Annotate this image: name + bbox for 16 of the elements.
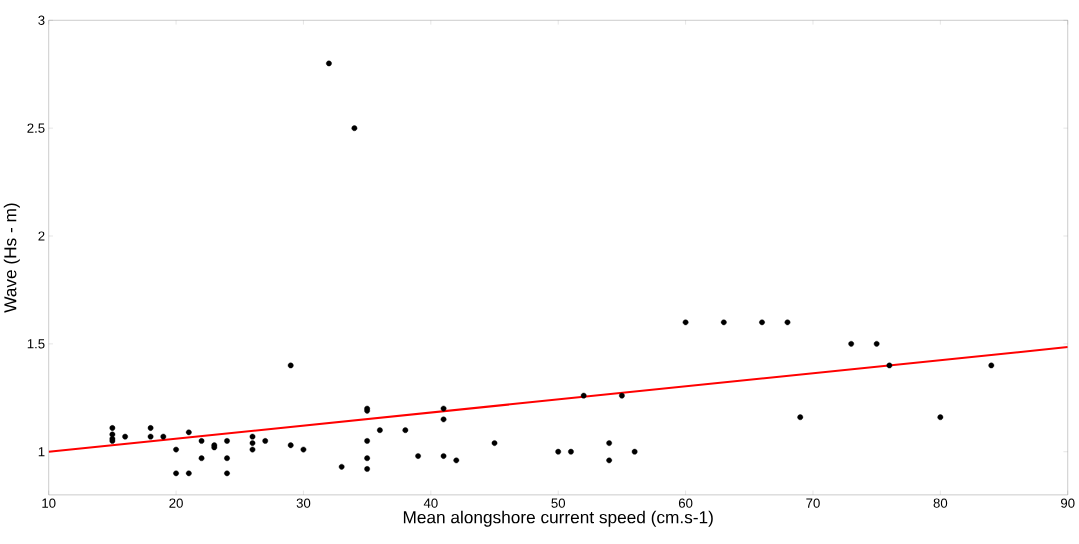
y-axis-title: Wave (Hs - m) xyxy=(3,203,20,313)
x-axis-title: Mean alongshore current speed (cm.s-1) xyxy=(403,510,713,527)
x-tick-label: 20 xyxy=(169,498,183,509)
y-tick-label: 2 xyxy=(38,231,45,241)
x-tick-label: 40 xyxy=(423,498,438,509)
x-tick-label: 60 xyxy=(678,498,693,509)
y-tick-label: 2.5 xyxy=(27,123,45,134)
y-tick-label: 1 xyxy=(38,447,45,457)
x-tick-label: 80 xyxy=(933,498,948,509)
x-tick-label: 10 xyxy=(42,498,56,509)
x-tick-label: 90 xyxy=(1061,498,1075,509)
y-tick-label: 3 xyxy=(38,15,45,26)
x-tick-label: 30 xyxy=(296,498,311,509)
x-tick-label: 50 xyxy=(551,498,566,509)
x-tick-label: 70 xyxy=(806,498,820,509)
y-tick-label: 1.5 xyxy=(27,339,45,349)
